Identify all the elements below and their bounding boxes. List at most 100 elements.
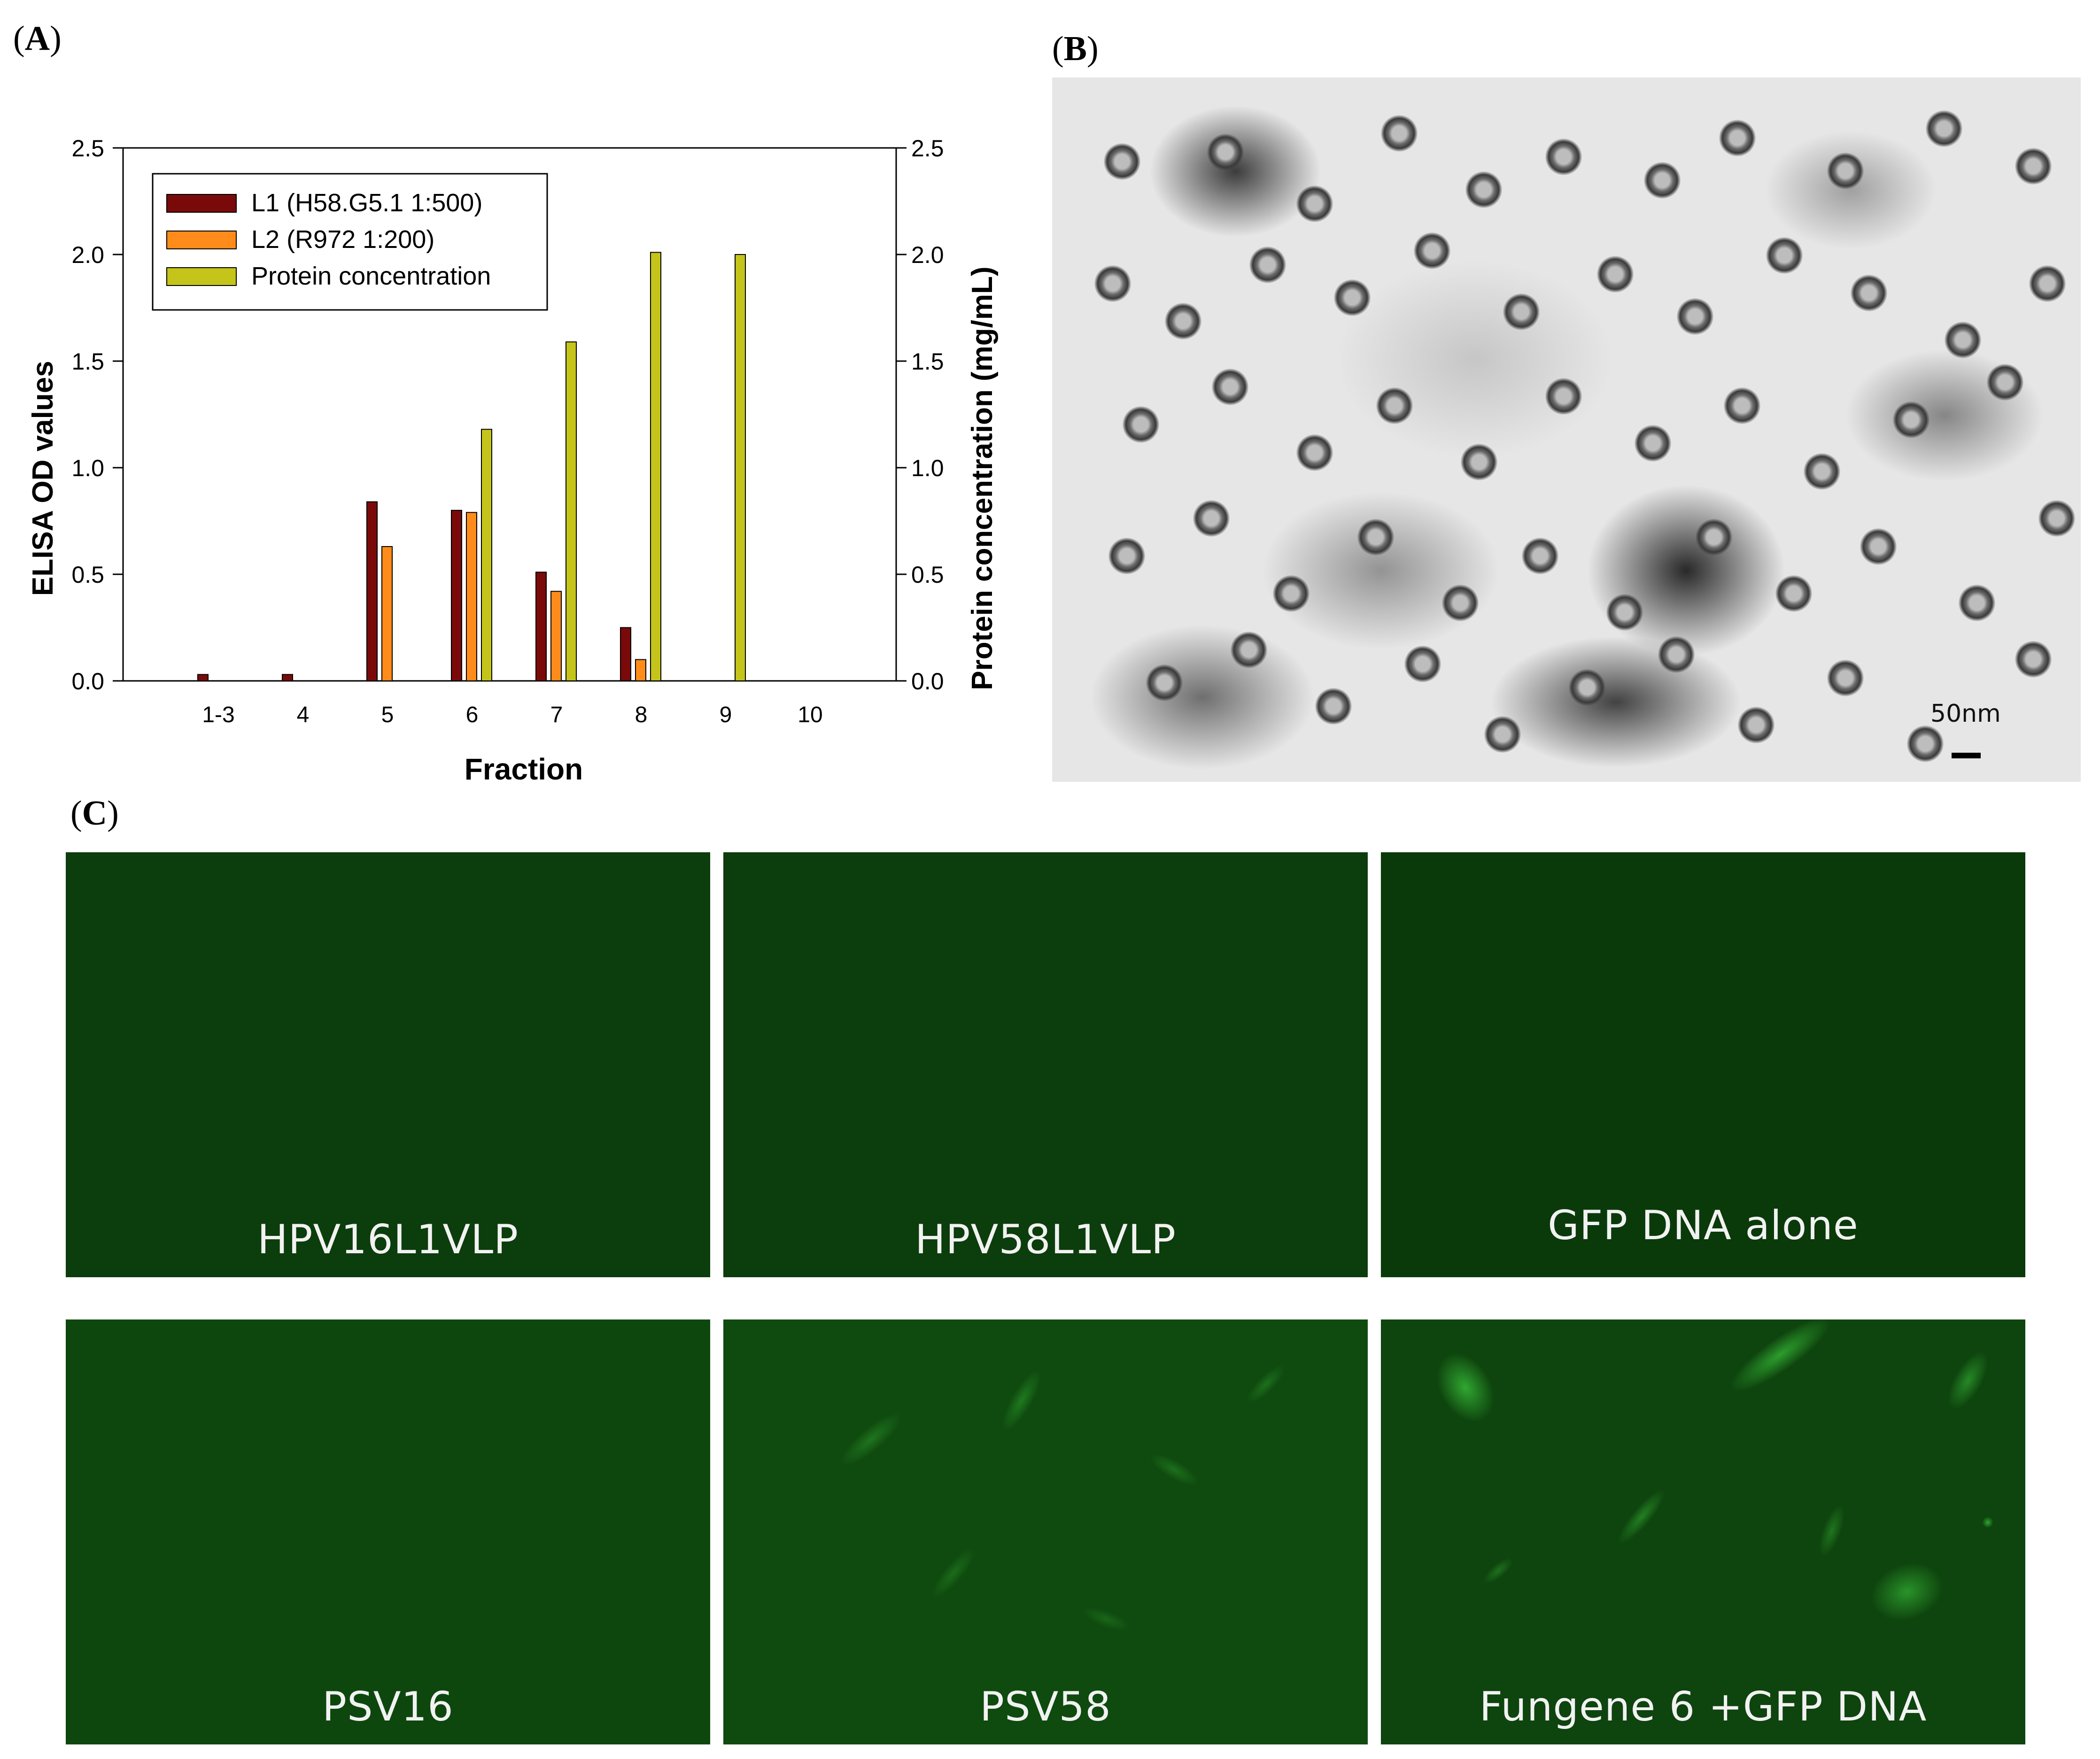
vlp-particle — [1146, 664, 1183, 701]
vlp-particle — [1404, 646, 1441, 682]
vlp-particle — [1522, 538, 1558, 574]
y2-tick-label: 2.0 — [911, 242, 944, 268]
gfp-cell — [1939, 1345, 1997, 1416]
fluorescence-caption: HPV16L1VLP — [257, 1216, 519, 1263]
y2-tick-label: 0.5 — [911, 562, 944, 588]
vlp-particle — [1123, 406, 1159, 443]
vlp-particle — [1376, 387, 1413, 424]
fluorescence-caption: PSV58 — [980, 1683, 1111, 1730]
vlp-particle — [1094, 265, 1131, 302]
fluorescence-image-hpv58l1vlp: HPV58L1VLP — [723, 852, 1368, 1277]
y-tick-label: 1.0 — [71, 455, 104, 481]
gfp-cell — [1612, 1483, 1672, 1550]
gfp-cell — [1982, 1517, 1993, 1528]
y2-tick-label: 0.0 — [911, 668, 944, 694]
vlp-particle — [1635, 425, 1671, 462]
vlp-particle — [1503, 293, 1540, 330]
vlp-particle — [1461, 444, 1497, 480]
right-axis: 0.0 0.5 1.0 1.5 2.0 2.5 — [896, 135, 944, 694]
vlp-particle — [1893, 401, 1930, 438]
vlp-particle — [1945, 322, 1981, 358]
bar-protein — [566, 341, 577, 681]
gfp-cell — [1720, 1319, 1840, 1404]
y-tick-label: 0.0 — [71, 668, 104, 694]
legend-swatch — [166, 194, 237, 213]
fluorescence-image-psv58: PSV58 — [723, 1319, 1368, 1744]
y-axis-label: ELISA OD values — [27, 361, 59, 596]
y2-axis-label: Protein concentration (mg/mL) — [966, 266, 999, 690]
bar-l1 — [366, 501, 378, 681]
gfp-cell — [1079, 1602, 1133, 1636]
vlp-particle — [1357, 519, 1394, 555]
vlp-particle — [1545, 378, 1582, 415]
bar-l1 — [197, 674, 209, 682]
bar-l1 — [620, 627, 631, 681]
vlp-particle — [1104, 143, 1140, 180]
fluorescence-caption: PSV16 — [322, 1683, 454, 1730]
vlp-particle — [1851, 275, 1887, 311]
y-tick-label: 2.5 — [71, 135, 104, 162]
y2-tick-label: 1.5 — [911, 348, 944, 375]
vlp-particle — [1193, 500, 1230, 537]
plot-area-frame — [122, 147, 897, 682]
vlp-particle — [1804, 453, 1840, 490]
x-tick-label: 6 — [466, 702, 479, 727]
gfp-cell — [1145, 1447, 1203, 1492]
electron-micrograph: 50nm — [1052, 77, 2081, 782]
x-tick-label: 5 — [381, 702, 394, 727]
x-tick-label: 10 — [798, 702, 822, 727]
legend-label: Protein concentration — [251, 262, 491, 290]
vlp-particle — [1597, 256, 1634, 293]
vlp-particle — [1273, 575, 1310, 612]
vlp-particle — [1860, 528, 1897, 565]
vlp-particle — [1231, 632, 1267, 668]
fluorescence-image-gfp-dna-alone: GFP DNA alone — [1381, 852, 2025, 1277]
gfp-cell — [1862, 1552, 1952, 1631]
left-axis: 0.0 0.5 1.0 1.5 2.0 2.5 — [71, 135, 123, 694]
vlp-particle — [1719, 120, 1756, 156]
vlp-particle — [1484, 716, 1521, 753]
vlp-particle — [1959, 585, 1995, 621]
vlp-particle — [1414, 232, 1450, 269]
fluorescence-image-hpv16l1vlp: HPV16L1VLP — [66, 852, 710, 1277]
vlp-particle — [1207, 134, 1244, 170]
scale-bar — [1952, 753, 1981, 758]
panel-label-c: (C) — [70, 794, 119, 833]
legend-swatch — [166, 267, 237, 286]
x-tick-label: 8 — [635, 702, 648, 727]
vlp-particle — [2015, 641, 2052, 678]
vlp-particle — [2038, 500, 2075, 537]
legend-label: L2 (R972 1:200) — [251, 225, 434, 254]
vlp-particle — [1381, 115, 1418, 152]
gfp-cell — [1241, 1360, 1290, 1409]
panel-label-a: (A) — [13, 19, 62, 58]
vlp-particle — [1442, 585, 1479, 621]
vlp-particle — [1827, 153, 1864, 189]
scale-bar-label: 50nm — [1930, 700, 2001, 728]
vlp-particle — [1249, 247, 1286, 283]
bar-l2 — [381, 546, 393, 681]
bars — [197, 252, 746, 682]
bar-protein — [650, 252, 661, 681]
vlp-particle — [1315, 688, 1352, 725]
x-tick-label: 7 — [550, 702, 563, 727]
gfp-cell — [1424, 1342, 1507, 1433]
panel-letter-c: C — [82, 794, 108, 833]
vlp-particle — [2015, 148, 2052, 185]
bar-l2 — [550, 591, 562, 681]
bar-l1 — [282, 674, 293, 682]
fluorescence-image-psv16: PSV16 — [66, 1319, 710, 1744]
vlp-particle — [1108, 538, 1145, 574]
vlp-particle — [2029, 265, 2066, 302]
vlp-particle — [1465, 171, 1502, 208]
bar-l1 — [535, 571, 547, 681]
fluorescence-caption: GFP DNA alone — [1548, 1202, 1859, 1249]
elisa-bar-chart: 0.0 0.5 1.0 1.5 2.0 2.5 0.0 0.5 1.0 1.5 2.0 2.5 1-… — [27, 135, 999, 786]
vlp-particle — [1165, 303, 1201, 339]
vlp-particle — [1296, 185, 1333, 222]
panel-letter-b: B — [1063, 30, 1087, 68]
x-tick-label: 1-3 — [202, 702, 234, 727]
legend-label: L1 (H58.G5.1 1:500) — [251, 189, 482, 217]
vlp-particle — [1738, 707, 1775, 743]
bar-l1 — [451, 509, 462, 681]
